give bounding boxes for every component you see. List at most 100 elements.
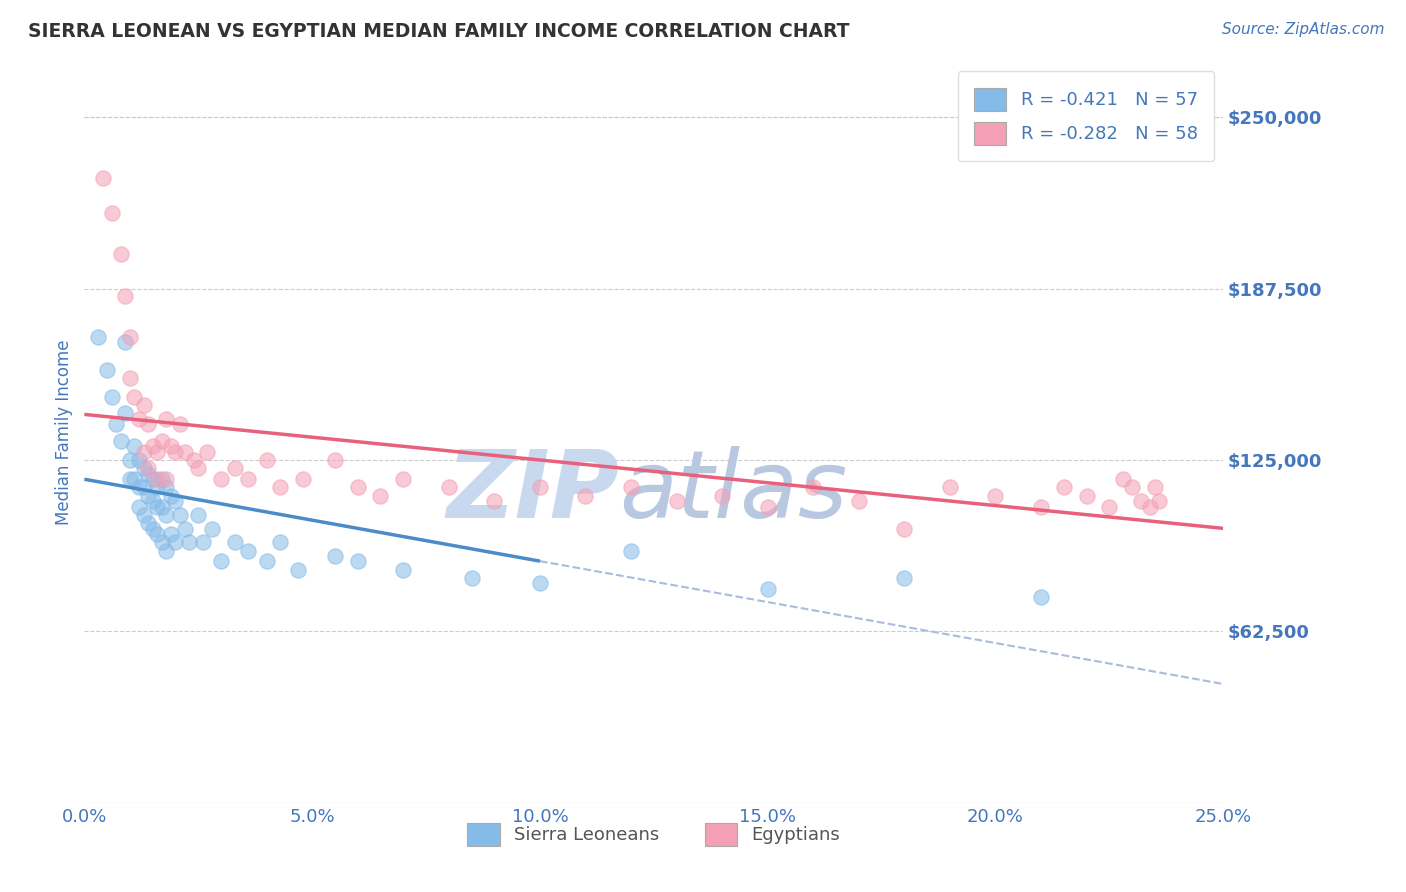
Point [1098, 500, 1121, 514]
Legend: Sierra Leoneans, Egyptians: Sierra Leoneans, Egyptians [453, 808, 855, 861]
Point [238, 472, 260, 486]
Point [437, 480, 460, 494]
Point [179, 535, 201, 549]
Point [195, 445, 218, 459]
Text: SIERRA LEONEAN VS EGYPTIAN MEDIAN FAMILY INCOME CORRELATION CHART: SIERRA LEONEAN VS EGYPTIAN MEDIAN FAMILY… [28, 22, 849, 41]
Point [165, 494, 187, 508]
Point [169, 508, 191, 522]
Text: atlas: atlas [620, 446, 848, 537]
Point [110, 434, 132, 448]
Point [118, 472, 141, 486]
Point [91, 170, 114, 185]
Point [183, 453, 205, 467]
Point [1053, 480, 1076, 494]
Point [128, 412, 150, 426]
Point [155, 508, 177, 522]
Point [136, 516, 159, 530]
Point [146, 527, 169, 541]
Point [132, 398, 155, 412]
Point [136, 467, 159, 481]
Point [155, 543, 177, 558]
Point [939, 480, 962, 494]
Point [392, 472, 415, 486]
Point [105, 417, 128, 432]
Point [620, 480, 643, 494]
Point [160, 527, 183, 541]
Point [529, 480, 551, 494]
Point [128, 480, 150, 494]
Y-axis label: Median Family Income: Median Family Income [55, 340, 73, 525]
Point [1130, 494, 1153, 508]
Text: ZIP: ZIP [447, 446, 620, 538]
Point [756, 582, 779, 596]
Point [124, 472, 146, 486]
Point [118, 453, 141, 467]
Point [132, 508, 155, 522]
Point [110, 247, 132, 261]
Point [292, 472, 315, 486]
Point [711, 489, 734, 503]
Point [100, 390, 122, 404]
Point [124, 439, 146, 453]
Point [136, 417, 159, 432]
Point [160, 439, 183, 453]
Point [893, 522, 915, 536]
Point [346, 554, 368, 568]
Point [460, 571, 482, 585]
Point [201, 522, 224, 536]
Point [187, 508, 209, 522]
Point [124, 390, 146, 404]
Point [756, 500, 779, 514]
Point [146, 480, 169, 494]
Point [1112, 472, 1135, 486]
Point [256, 554, 278, 568]
Point [323, 549, 346, 563]
Point [132, 445, 155, 459]
Point [136, 489, 159, 503]
Point [100, 206, 122, 220]
Point [136, 461, 159, 475]
Point [142, 494, 165, 508]
Point [1121, 480, 1143, 494]
Point [1143, 480, 1166, 494]
Point [984, 489, 1007, 503]
Point [132, 480, 155, 494]
Point [187, 461, 209, 475]
Point [155, 412, 177, 426]
Point [165, 535, 187, 549]
Point [160, 489, 183, 503]
Point [146, 500, 169, 514]
Text: Source: ZipAtlas.com: Source: ZipAtlas.com [1222, 22, 1385, 37]
Point [269, 535, 291, 549]
Point [620, 543, 643, 558]
Point [287, 563, 309, 577]
Point [142, 472, 165, 486]
Point [128, 500, 150, 514]
Point [150, 500, 173, 514]
Point [392, 563, 415, 577]
Point [169, 417, 191, 432]
Point [191, 535, 214, 549]
Point [665, 494, 688, 508]
Point [142, 439, 165, 453]
Point [150, 472, 173, 486]
Point [128, 453, 150, 467]
Point [142, 522, 165, 536]
Point [238, 543, 260, 558]
Point [132, 461, 155, 475]
Point [209, 554, 232, 568]
Point [269, 480, 291, 494]
Point [323, 453, 346, 467]
Point [893, 571, 915, 585]
Point [114, 335, 136, 350]
Point [146, 472, 169, 486]
Point [1149, 494, 1171, 508]
Point [1076, 489, 1098, 503]
Point [484, 494, 506, 508]
Point [1029, 590, 1052, 604]
Point [150, 535, 173, 549]
Point [155, 472, 177, 486]
Point [173, 445, 195, 459]
Point [118, 329, 141, 343]
Point [155, 480, 177, 494]
